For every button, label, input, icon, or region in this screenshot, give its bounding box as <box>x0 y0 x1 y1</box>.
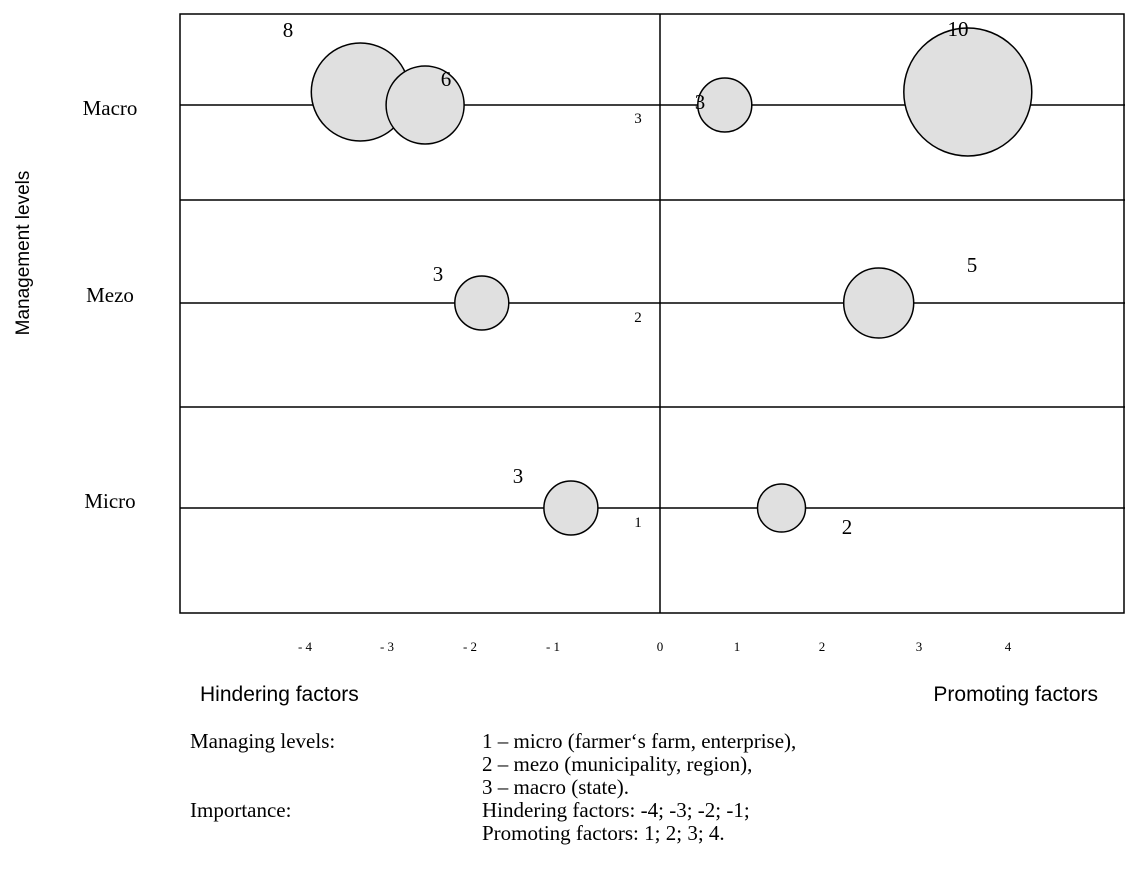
x-tick-label: - 2 <box>463 639 477 654</box>
bubble-label: 10 <box>948 17 969 41</box>
x-tick-label: 2 <box>819 639 826 654</box>
legend-key: Managing levels: <box>190 729 336 753</box>
x-tick-label: 1 <box>734 639 741 654</box>
bubble-label: 5 <box>967 253 978 277</box>
plot-border <box>179 13 1125 614</box>
label-layer: Macro 3 Mezo 2 Micro 1 - 4 - 3 - 2 - 1 0 1 2 3 4 8 6 3 10 3… <box>83 17 1012 654</box>
bubble <box>454 275 510 331</box>
bubble-label: 6 <box>441 67 452 91</box>
bubble-label: 3 <box>433 262 444 286</box>
x-tick-label: - 1 <box>546 639 560 654</box>
bubble <box>543 480 599 536</box>
x-tick-label: 0 <box>657 639 664 654</box>
promoting-caption: Promoting factors <box>933 683 1098 706</box>
x-tick-label: 3 <box>916 639 923 654</box>
bubble <box>385 65 465 145</box>
x-tick-label: - 4 <box>298 639 313 654</box>
bubble <box>842 267 915 339</box>
bubble <box>903 27 1033 157</box>
legend-value: 1 – micro (farmer‘s farm, enterprise), <box>482 729 797 753</box>
legend-key: Importance: <box>190 798 292 822</box>
bubble <box>697 77 753 133</box>
level-label: Micro <box>84 489 135 513</box>
legend-value: Hindering factors: -4; -3; -2; -1; <box>482 798 750 822</box>
bubble-layer <box>310 27 1033 536</box>
bubble-label: 3 <box>695 90 706 114</box>
level-marker: 2 <box>634 310 642 326</box>
bubble-label: 8 <box>283 18 294 42</box>
y-axis-label: Management levels <box>13 171 34 336</box>
bubble-label: 3 <box>513 464 524 488</box>
bubble <box>756 483 807 533</box>
legend-value: 2 – mezo (municipality, region), <box>482 752 753 776</box>
level-label: Mezo <box>86 283 134 307</box>
x-tick-label: 4 <box>1005 639 1012 654</box>
bubble-label: 2 <box>842 515 853 539</box>
level-marker: 1 <box>634 515 642 531</box>
level-marker: 3 <box>634 111 642 127</box>
hindering-caption: Hindering factors <box>200 683 359 706</box>
x-tick-label: - 3 <box>380 639 394 654</box>
legend-value: 3 – macro (state). <box>482 775 629 799</box>
level-label: Macro <box>83 96 138 120</box>
legend-value: Promoting factors: 1; 2; 3; 4. <box>482 821 725 845</box>
